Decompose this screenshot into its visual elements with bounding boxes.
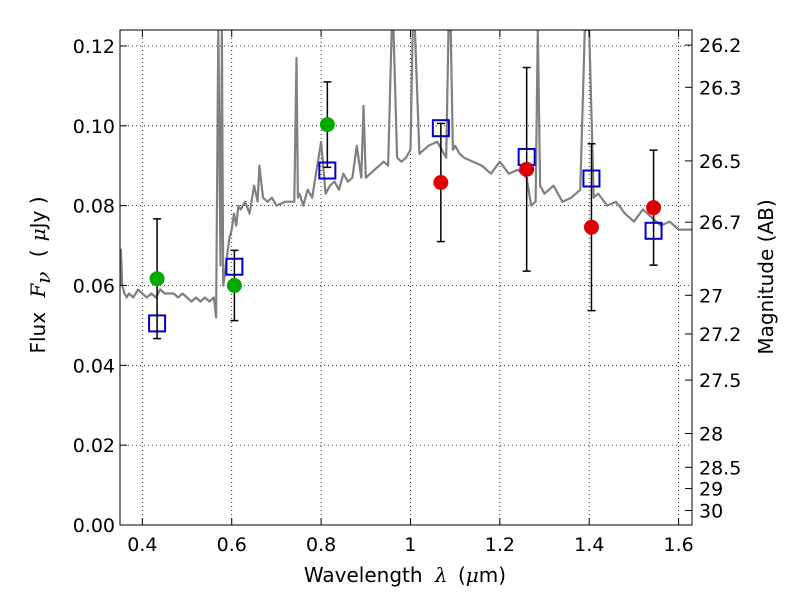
y-tick-label: 0.04 [73, 355, 115, 377]
mag-tick-label: 26.3 [699, 77, 741, 99]
observed-flux-point [519, 161, 535, 177]
x-tick-label: 0.4 [127, 534, 157, 556]
observed-flux-point [646, 200, 662, 216]
observed-flux-point [149, 271, 165, 287]
x-tick-label: 1.6 [663, 534, 693, 556]
axis-ticks: 0.4 0.6 0.8 1 1.2 1.4 1.6 0.00 0.02 0.04 0.06 0.08 0… [73, 30, 741, 556]
x-tick-label: 1.2 [485, 534, 515, 556]
y-tick-label: 0.02 [73, 435, 115, 457]
y-tick-label: 0.10 [73, 116, 115, 138]
mag-tick-label: 27.2 [699, 324, 741, 346]
y-label-unit: Jy ) [26, 196, 50, 230]
observed-flux-point [583, 219, 599, 235]
mag-tick-label: 29 [699, 479, 723, 501]
mag-tick-label: 27.5 [699, 370, 741, 392]
x-tick-label: 1 [404, 534, 416, 556]
observed-flux-point [319, 117, 335, 133]
y-tick-label: 0.08 [73, 196, 115, 218]
gridlines [120, 30, 692, 526]
x-label-unit: m) [479, 563, 506, 587]
mag-tick-label: 26.2 [699, 35, 741, 57]
mag-tick-label: 26.7 [699, 212, 741, 234]
y-label-subscript: ν [31, 272, 55, 284]
x-label-open: ( [458, 563, 466, 587]
right-axis-label: Magnitude (AB) [754, 199, 778, 354]
y-tick-label: 0.06 [73, 275, 115, 297]
y-label-symbol: F [26, 283, 50, 299]
observed-flux-point [226, 277, 242, 293]
spectrum-line [120, 30, 692, 319]
x-tick-label: 0.8 [306, 534, 336, 556]
mag-tick-label: 30 [699, 501, 723, 523]
x-label-symbol: λ [434, 563, 448, 587]
y-label-prefix: Flux [26, 312, 50, 354]
observed-flux-point [433, 174, 449, 190]
x-axis-label: Wavelength λ (μm) [304, 563, 506, 587]
y-tick-label: 0.00 [73, 515, 115, 537]
x-tick-label: 1.4 [574, 534, 604, 556]
plot-data [120, 30, 692, 340]
y-label-mu: μ [26, 228, 50, 241]
mag-tick-label: 26.5 [699, 151, 741, 173]
y-tick-label: 0.12 [73, 36, 115, 58]
mag-tick-label: 27 [699, 285, 723, 307]
plot-frame [119, 29, 693, 526]
mag-tick-label: 28.5 [699, 457, 741, 479]
y-label-open: ( [26, 249, 50, 257]
x-tick-label: 0.6 [217, 534, 247, 556]
x-label-prefix: Wavelength [304, 563, 423, 587]
mag-tick-label: 28 [699, 424, 723, 446]
y-axis-label: Flux Fν ( μJy ) [26, 196, 55, 353]
x-label-mu: μ [466, 563, 479, 587]
